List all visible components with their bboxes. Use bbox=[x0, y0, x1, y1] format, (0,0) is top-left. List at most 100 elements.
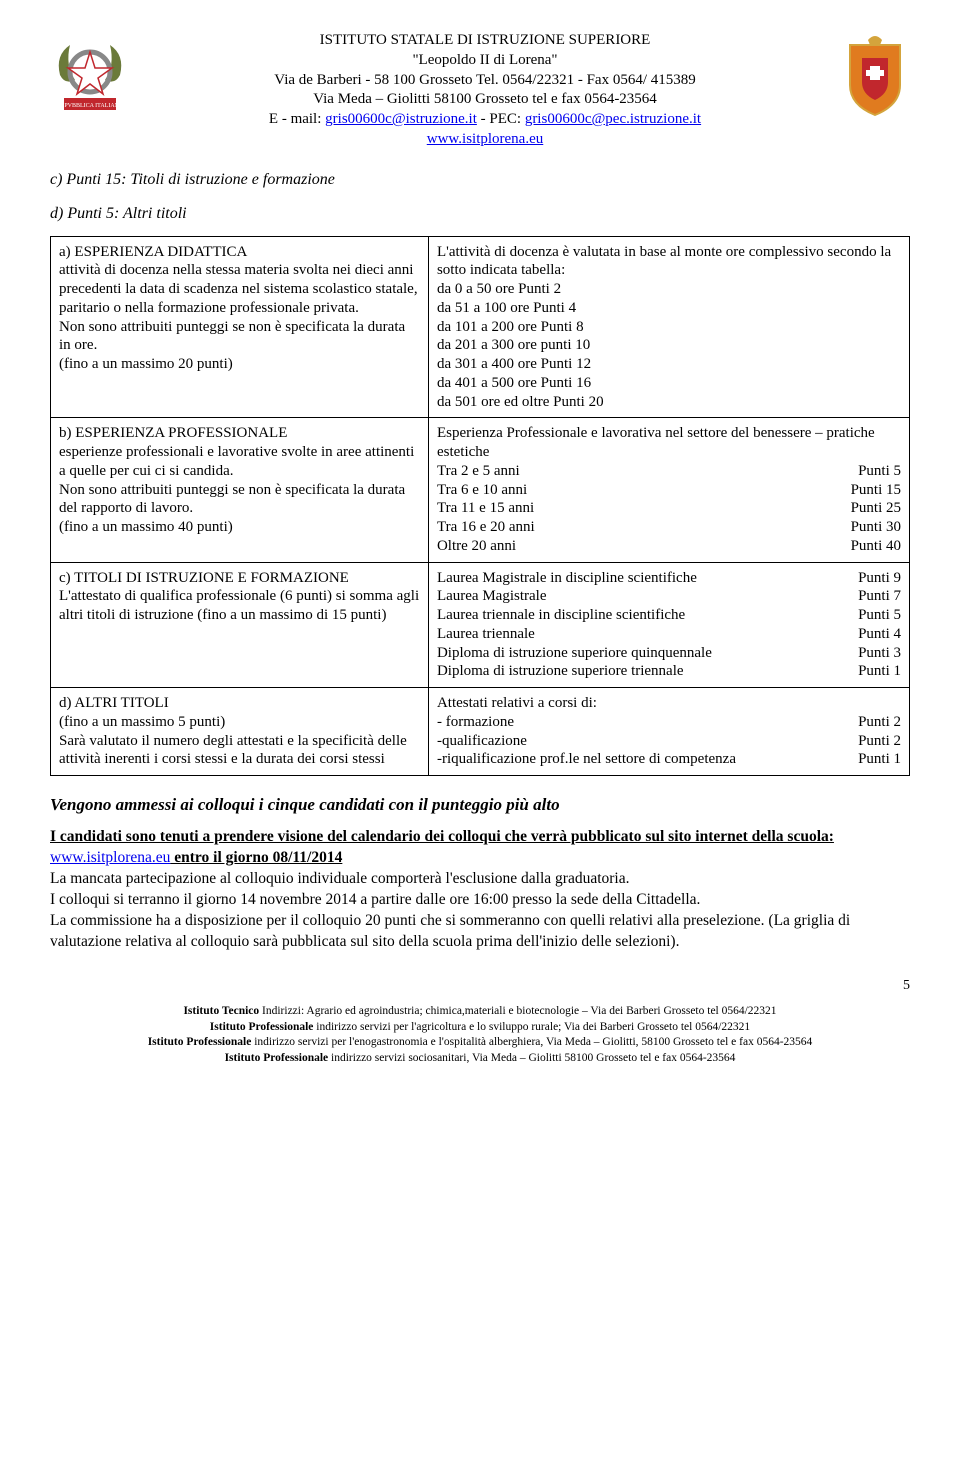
candidates-u1: I candidati sono tenuti a prendere visio… bbox=[50, 828, 834, 845]
row-b-body: esperienze professionali e lavorative sv… bbox=[59, 443, 420, 537]
header-inst-name: ISTITUTO STATALE DI ISTRUZIONE SUPERIORE bbox=[140, 31, 830, 50]
row-c-label: Laurea triennale in discipline scientifi… bbox=[437, 606, 858, 625]
header-text-block: ISTITUTO STATALE DI ISTRUZIONE SUPERIORE… bbox=[130, 30, 840, 150]
row-b-item: Tra 16 e 20 anniPunti 30 bbox=[437, 518, 901, 537]
footer-l3b: indirizzo servizi per l'enogastronomia e… bbox=[254, 1036, 812, 1048]
italian-emblem-icon: REPVBBLICA ITALIANA bbox=[50, 30, 130, 120]
section-d-heading: d) Punti 5: Altri titoli bbox=[50, 204, 910, 224]
row-b-label: Tra 11 e 15 anni bbox=[437, 499, 851, 518]
row-d-points: Punti 1 bbox=[858, 750, 901, 769]
cell-c-right: Laurea Magistrale in discipline scientif… bbox=[428, 562, 909, 688]
header-website-link[interactable]: www.isitplorena.eu bbox=[427, 131, 544, 147]
row-c-label: Laurea Magistrale bbox=[437, 587, 858, 606]
row-c-points: Punti 5 bbox=[858, 606, 901, 625]
row-a-item: da 101 a 200 ore Punti 8 bbox=[437, 318, 901, 337]
footer-l4a: Istituto Professionale bbox=[225, 1052, 331, 1064]
row-b-points: Punti 15 bbox=[851, 481, 901, 500]
letterhead: REPVBBLICA ITALIANA ISTITUTO STATALE DI … bbox=[50, 30, 910, 150]
row-c-item: Laurea triennale in discipline scientifi… bbox=[437, 606, 901, 625]
candidates-link[interactable]: www.isitplorena.eu bbox=[50, 849, 170, 866]
row-d-points: Punti 2 bbox=[858, 713, 901, 732]
footer-l3a: Istituto Professionale bbox=[148, 1036, 254, 1048]
footer-block: Istituto Tecnico Indirizzi: Agrario ed a… bbox=[50, 1004, 910, 1066]
row-b-right-list: Tra 2 e 5 anniPunti 5Tra 6 e 10 anniPunt… bbox=[437, 462, 901, 556]
row-d-label: -qualificazione bbox=[437, 732, 858, 751]
row-d-item: -riqualificazione prof.le nel settore di… bbox=[437, 750, 901, 769]
row-c-points: Punti 9 bbox=[858, 569, 901, 588]
cell-d-left: d) ALTRI TITOLI (fino a un massimo 5 pun… bbox=[51, 688, 429, 776]
row-c-points: Punti 4 bbox=[858, 625, 901, 644]
row-b-label: Tra 6 e 10 anni bbox=[437, 481, 851, 500]
table-row: a) ESPERIENZA DIDATTICA attività di doce… bbox=[51, 236, 910, 418]
section-c-heading: c) Punti 15: Titoli di istruzione e form… bbox=[50, 170, 910, 190]
header-email-link[interactable]: gris00600c@istruzione.it bbox=[325, 111, 477, 127]
header-addr1: Via de Barberi - 58 100 Grosseto Tel. 05… bbox=[140, 71, 830, 90]
row-a-right-intro: L'attività di docenza è valutata in base… bbox=[437, 243, 901, 281]
row-d-right-intro: Attestati relativi a corsi di: bbox=[437, 694, 901, 713]
cell-b-left: b) ESPERIENZA PROFESSIONALE esperienze p… bbox=[51, 418, 429, 562]
header-email-line: E - mail: gris00600c@istruzione.it - PEC… bbox=[140, 110, 830, 129]
footer-l2b: indirizzo servizi per l'agricoltura e lo… bbox=[316, 1021, 750, 1033]
row-a-item: da 0 a 50 ore Punti 2 bbox=[437, 280, 901, 299]
row-d-title: d) ALTRI TITOLI bbox=[59, 694, 420, 713]
row-c-label: Laurea Magistrale in discipline scientif… bbox=[437, 569, 858, 588]
row-b-points: Punti 40 bbox=[851, 537, 901, 556]
table-row: c) TITOLI DI ISTRUZIONE E FORMAZIONE L'a… bbox=[51, 562, 910, 688]
row-a-title: a) ESPERIENZA DIDATTICA bbox=[59, 243, 420, 262]
row-a-item: da 51 a 100 ore Punti 4 bbox=[437, 299, 901, 318]
row-d-body: (fino a un massimo 5 punti) Sarà valutat… bbox=[59, 713, 420, 769]
row-b-item: Tra 2 e 5 anniPunti 5 bbox=[437, 462, 901, 481]
row-c-item: Diploma di istruzione superiore triennal… bbox=[437, 662, 901, 681]
footer-l2a: Istituto Professionale bbox=[210, 1021, 316, 1033]
row-a-item: da 501 ore ed oltre Punti 20 bbox=[437, 393, 901, 412]
candidates-p1: La mancata partecipazione al colloquio i… bbox=[50, 869, 910, 890]
row-c-right-list: Laurea Magistrale in discipline scientif… bbox=[437, 569, 901, 682]
row-c-item: Laurea triennalePunti 4 bbox=[437, 625, 901, 644]
row-b-points: Punti 30 bbox=[851, 518, 901, 537]
row-c-points: Punti 3 bbox=[858, 644, 901, 663]
header-email-mid: - PEC: bbox=[477, 111, 525, 127]
row-c-points: Punti 7 bbox=[858, 587, 901, 606]
footer-l4b: indirizzo servizi sociosanitari, Via Med… bbox=[331, 1052, 735, 1064]
table-row: d) ALTRI TITOLI (fino a un massimo 5 pun… bbox=[51, 688, 910, 776]
row-b-item: Oltre 20 anniPunti 40 bbox=[437, 537, 901, 556]
candidates-block: I candidati sono tenuti a prendere visio… bbox=[50, 827, 910, 953]
row-b-label: Tra 2 e 5 anni bbox=[437, 462, 858, 481]
row-d-right-list: - formazionePunti 2-qualificazionePunti … bbox=[437, 713, 901, 769]
row-b-points: Punti 5 bbox=[858, 462, 901, 481]
row-c-body: L'attestato di qualifica professionale (… bbox=[59, 587, 420, 625]
row-c-item: Diploma di istruzione superiore quinquen… bbox=[437, 644, 901, 663]
row-a-item: da 301 a 400 ore Punti 12 bbox=[437, 355, 901, 374]
row-c-title: c) TITOLI DI ISTRUZIONE E FORMAZIONE bbox=[59, 569, 420, 588]
svg-text:REPVBBLICA ITALIANA: REPVBBLICA ITALIANA bbox=[57, 103, 124, 109]
cell-c-left: c) TITOLI DI ISTRUZIONE E FORMAZIONE L'a… bbox=[51, 562, 429, 688]
candidates-p3: La commissione ha a disposizione per il … bbox=[50, 911, 910, 953]
candidates-u2: entro il giorno 08/11/2014 bbox=[170, 849, 342, 866]
cell-a-right: L'attività di docenza è valutata in base… bbox=[428, 236, 909, 418]
table-row: b) ESPERIENZA PROFESSIONALE esperienze p… bbox=[51, 418, 910, 562]
row-d-item: -qualificazionePunti 2 bbox=[437, 732, 901, 751]
row-b-label: Oltre 20 anni bbox=[437, 537, 851, 556]
admit-line: Vengono ammessi ai colloqui i cinque can… bbox=[50, 794, 910, 815]
row-b-item: Tra 11 e 15 anniPunti 25 bbox=[437, 499, 901, 518]
footer-l1a: Istituto Tecnico bbox=[183, 1005, 262, 1017]
header-pec-link[interactable]: gris00600c@pec.istruzione.it bbox=[525, 111, 701, 127]
row-a-item: da 401 a 500 ore Punti 16 bbox=[437, 374, 901, 393]
page-number: 5 bbox=[50, 977, 910, 995]
row-c-label: Laurea triennale bbox=[437, 625, 858, 644]
candidates-p2: I colloqui si terranno il giorno 14 nove… bbox=[50, 890, 910, 911]
row-d-label: - formazione bbox=[437, 713, 858, 732]
footer-l1b: Indirizzi: Agrario ed agroindustria; chi… bbox=[262, 1005, 777, 1017]
row-a-body: attività di docenza nella stessa materia… bbox=[59, 261, 420, 374]
row-c-item: Laurea Magistrale in discipline scientif… bbox=[437, 569, 901, 588]
row-c-item: Laurea MagistralePunti 7 bbox=[437, 587, 901, 606]
cell-a-left: a) ESPERIENZA DIDATTICA attività di doce… bbox=[51, 236, 429, 418]
row-b-title: b) ESPERIENZA PROFESSIONALE bbox=[59, 424, 420, 443]
row-a-item: da 201 a 300 ore punti 10 bbox=[437, 336, 901, 355]
cell-d-right: Attestati relativi a corsi di: - formazi… bbox=[428, 688, 909, 776]
row-c-points: Punti 1 bbox=[858, 662, 901, 681]
header-addr2: Via Meda – Giolitti 58100 Grosseto tel e… bbox=[140, 90, 830, 109]
scoring-table: a) ESPERIENZA DIDATTICA attività di doce… bbox=[50, 236, 910, 777]
row-a-right-list: da 0 a 50 ore Punti 2da 51 a 100 ore Pun… bbox=[437, 280, 901, 411]
row-c-label: Diploma di istruzione superiore triennal… bbox=[437, 662, 858, 681]
